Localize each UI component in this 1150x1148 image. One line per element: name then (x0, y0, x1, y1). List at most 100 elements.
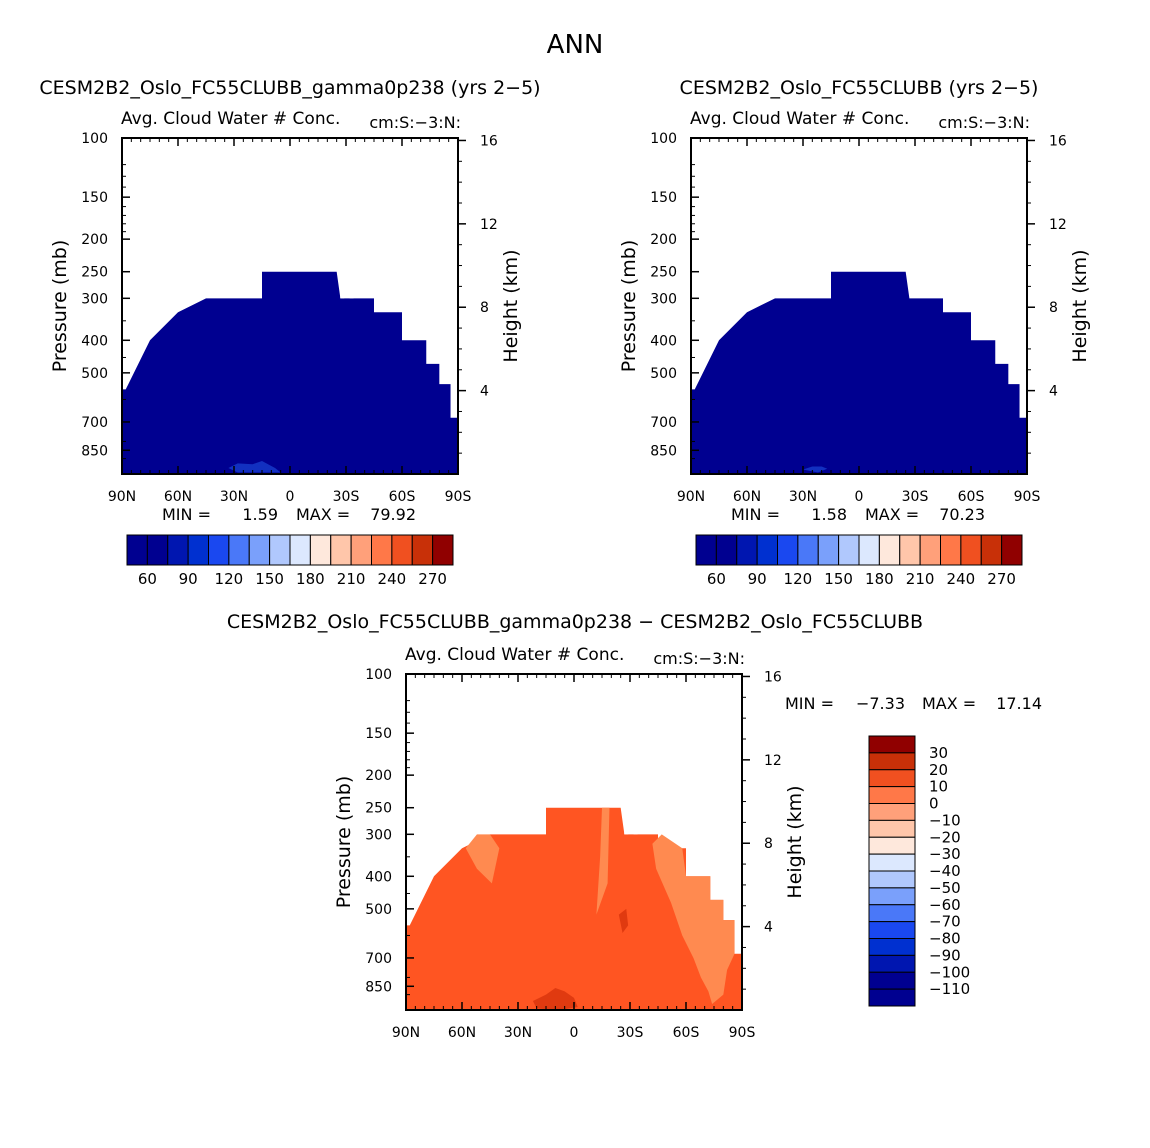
x-tick-label: 30S (902, 489, 929, 505)
colorbar-box (899, 534, 921, 566)
x-tick-label: 90S (729, 1025, 756, 1041)
field-gap (624, 807, 629, 835)
panel-diff-x-ticks: 90N 60N 30N 0 30S 60S 90S (392, 674, 756, 1041)
colorbar-label: 60 (138, 570, 157, 588)
colorbar-label: −30 (929, 845, 961, 863)
x-tick-label: 90N (392, 1025, 420, 1041)
panel-left-min-value: 1.59 (242, 505, 278, 524)
panel-diff-y2-ticks: 16 12 8 4 (742, 669, 782, 990)
colorbar-box (248, 534, 271, 566)
y-tick-label: 250 (81, 265, 108, 281)
y-tick-label: 850 (81, 443, 108, 459)
panel-right: CESM2B2_Oslo_FC55CLUBB (yrs 2−5) Avg. Cl… (618, 77, 1091, 588)
panel-diff-y2label: Height (km) (784, 785, 806, 898)
y-tick-label: 300 (650, 291, 677, 307)
y-tick-label: 200 (365, 768, 392, 784)
panel-left-min-label: MIN = (162, 505, 211, 524)
y2-tick-label: 4 (764, 920, 773, 936)
colorbar-label: −40 (929, 862, 961, 880)
panel-right-subtitle: Avg. Cloud Water # Conc. (690, 109, 909, 129)
colorbar-box (868, 803, 916, 821)
x-tick-label: 90N (108, 489, 136, 505)
panel-left-y2-ticks: 16 12 8 4 (458, 133, 498, 454)
colorbar-label: −10 (929, 811, 961, 829)
colorbar-box (868, 954, 916, 973)
colorbar-box (432, 534, 454, 566)
colorbar-label: −90 (929, 946, 961, 964)
panel-left-x-ticks: 90N 60N 30N 0 30S 60S 90S (108, 138, 472, 505)
colorbar-box (940, 534, 962, 566)
panel-diff-title: CESM2B2_Oslo_FC55CLUBB_gamma0p238 − CESM… (227, 611, 923, 633)
panel-right-max-value: 70.23 (939, 505, 985, 524)
x-tick-label: 60S (389, 489, 416, 505)
colorbar-box (868, 988, 916, 1007)
x-tick-label: 60N (733, 489, 761, 505)
colorbar-box (858, 534, 880, 566)
y-tick-label: 700 (81, 415, 108, 431)
colorbar-label: 20 (929, 761, 948, 779)
panel-right-colorbar: 60 90 120 150 180 210 240 270 (695, 534, 1023, 588)
panel-left-max-value: 79.92 (370, 505, 416, 524)
colorbar-label: 180 (865, 570, 894, 588)
colorbar-box (878, 534, 901, 566)
colorbar-label: 180 (296, 570, 325, 588)
colorbar-label: −20 (929, 828, 961, 846)
panel-right-min-value: 1.58 (811, 505, 847, 524)
panel-right-y2label: Height (km) (1069, 249, 1091, 362)
panel-diff-subtitle: Avg. Cloud Water # Conc. (405, 645, 624, 665)
colorbar-label: 210 (337, 570, 366, 588)
panel-left-y2label: Height (km) (500, 249, 522, 362)
colorbar-box (411, 534, 434, 566)
colorbar-box (350, 534, 372, 566)
colorbar-box (167, 534, 189, 566)
panel-diff-colorbar: 3020100−10−20−30−40−50−60−70−80−90−100−1… (868, 735, 970, 1007)
colorbar-label: −110 (929, 980, 970, 998)
field-gap (340, 271, 345, 299)
x-tick-label: 0 (855, 489, 864, 505)
colorbar-box (838, 534, 860, 566)
x-tick-label: 0 (286, 489, 295, 505)
y2-tick-label: 16 (480, 133, 498, 149)
colorbar-box (868, 870, 916, 889)
colorbar-label: 120 (784, 570, 813, 588)
y-tick-label: 150 (81, 190, 108, 206)
panel-diff-min-label: MIN = (785, 694, 834, 713)
field-light-region (596, 807, 610, 915)
colorbar-box (980, 534, 1003, 566)
y2-tick-label: 16 (764, 669, 782, 685)
y-tick-label: 200 (650, 232, 677, 248)
colorbar-box (868, 971, 916, 990)
x-tick-label: 90S (445, 489, 472, 505)
y2-tick-label: 12 (764, 753, 782, 769)
colorbar-box (269, 534, 291, 566)
y-tick-label: 250 (365, 801, 392, 817)
colorbar-box (126, 534, 148, 566)
panel-diff-max-label: MAX = (922, 694, 976, 713)
x-tick-label: 30S (333, 489, 360, 505)
y-tick-label: 500 (650, 366, 677, 382)
y2-tick-label: 16 (1049, 133, 1067, 149)
y-tick-label: 500 (81, 366, 108, 382)
field-region (691, 271, 1027, 474)
colorbar-box (208, 534, 230, 566)
colorbar-box (868, 752, 916, 771)
field-light-region (465, 834, 500, 884)
colorbar-box (919, 534, 941, 566)
y2-tick-label: 12 (480, 217, 498, 233)
colorbar-box (868, 938, 916, 956)
y-tick-label: 200 (81, 232, 108, 248)
y-tick-label: 150 (365, 726, 392, 742)
colorbar-box (797, 534, 819, 566)
field-dark-region (618, 908, 629, 934)
colorbar-box (736, 534, 758, 566)
colorbar-box (756, 534, 778, 566)
y2-tick-label: 4 (480, 384, 489, 400)
y-tick-label: 100 (365, 667, 392, 683)
colorbar-box (695, 534, 717, 566)
colorbar-box (868, 887, 916, 906)
colorbar-label: 10 (929, 778, 948, 796)
panel-diff-min-value: −7.33 (856, 694, 905, 713)
panel-diff-max-value: 17.14 (996, 694, 1042, 713)
panel-left: CESM2B2_Oslo_FC55CLUBB_gamma0p238 (yrs 2… (39, 77, 540, 588)
y2-tick-label: 8 (764, 836, 773, 852)
